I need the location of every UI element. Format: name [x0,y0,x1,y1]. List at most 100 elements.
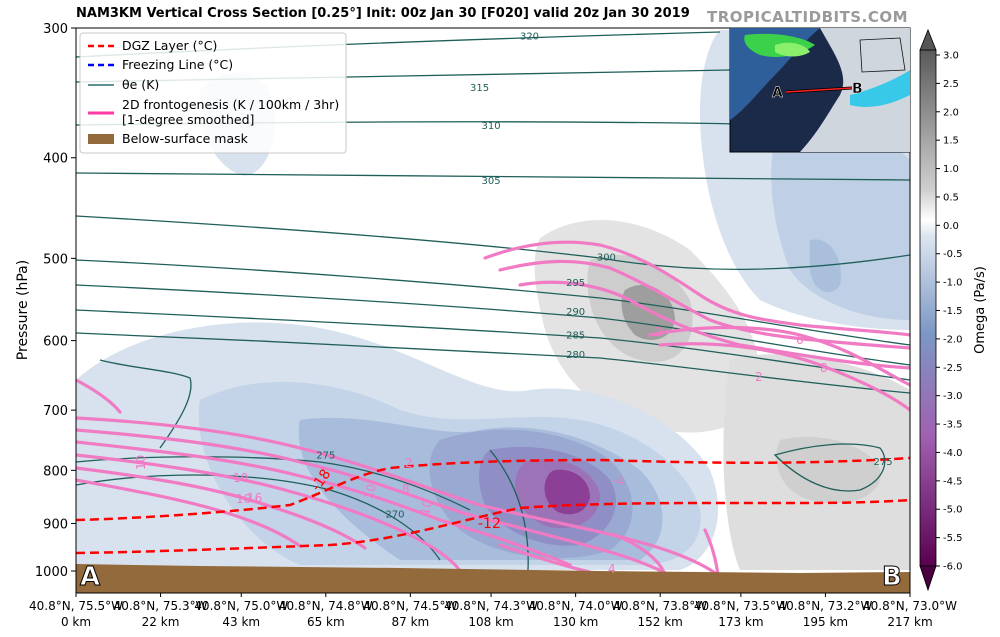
x-tick-distance-label: 43 km [222,615,260,629]
y-axis: 300 400 500 600 700 800 900 1000 [35,22,76,580]
dgz-layer-lines [76,456,910,555]
legend-frontogenesis-sublabel: [1-degree smoothed] [122,112,254,127]
colorbar-tick-label: -1.0 [943,278,963,289]
fgen-label: 4 [608,562,616,576]
x-tick-distance-label: 217 km [887,615,932,629]
colorbar-tick-label: -1.5 [943,306,963,317]
y-tick-label: 600 [43,335,68,350]
y-tick-label: 1000 [35,565,68,580]
x-tick-coord-label: 40.8°N, 73.2°W [778,599,872,613]
legend: DGZ Layer (°C) Freezing Line (°C) θe (K)… [79,32,347,154]
x-tick-coord-label: 40.8°N, 73.8°W [613,599,707,613]
theta-e-labels: 320 315 310 305 300 295 290 285 280 275 270 275 [316,31,893,520]
inset-endpoint-b: B [852,81,863,97]
inset-endpoint-a: A [772,85,783,101]
theta-e-label: 310 [482,121,501,132]
colorbar-tick-label: -3.0 [943,391,963,402]
x-tick-coord-label: 40.8°N, 75.0°W [194,599,288,613]
y-tick-label: 400 [43,152,68,167]
colorbar-tick-label: -2.0 [943,334,963,345]
inset-map: A B [729,27,911,153]
x-tick-distance-label: 87 km [392,615,430,629]
x-tick-coord-label: 40.8°N, 74.0°W [529,599,623,613]
y-tick-label: 500 [43,252,68,267]
colorbar-tick-label: -6.0 [943,562,963,573]
x-tick-coord-label: 40.8°N, 75.5°W [29,599,123,613]
x-tick-distance-label: 173 km [718,615,763,629]
colorbar-top-extend [919,28,937,51]
plot-frame [75,27,911,594]
colorbar-tick-label: 1.0 [943,164,959,175]
colorbar-tick-label: -5.5 [943,533,963,544]
x-tick-coord-label: 40.8°N, 73.0°W [863,599,957,613]
endpoint-b-label: B [882,562,902,592]
x-tick-coord-label: 40.8°N, 74.8°W [279,599,373,613]
theta-e-label: 275 [874,457,893,468]
colorbar: 3.0 2.5 2.0 1.5 1.0 0.5 0.0 -0.5 -1.0 -1.5 -2.0 -2.… [919,28,988,592]
fgen-label: 2 [405,456,413,470]
x-axis: 40.8°N, 75.5°W 0 km 40.8°N, 75.3°W 22 km 40.… [29,593,957,629]
fgen-label: 8 [402,482,410,496]
legend-frontogenesis-label: 2D frontogenesis (K / 100km / 3hr) [122,97,339,112]
theta-e-label: 295 [566,278,585,289]
y-tick-label: 800 [43,464,68,479]
x-tick-coord-label: 40.8°N, 74.3°W [444,599,538,613]
omega-descent-area [776,436,881,504]
x-tick-distance-label: 65 km [307,615,345,629]
chart-title: NAM3KM Vertical Cross Section [0.25°] In… [76,6,690,21]
colorbar-tick-label: 2.0 [943,107,959,118]
theta-e-label: 280 [566,350,585,361]
x-tick-distance-label: 130 km [553,615,598,629]
colorbar-tick-label: -5.0 [943,505,963,516]
colorbar-tick-label: -4.0 [943,448,963,459]
y-tick-label: 900 [43,517,68,532]
theta-e-label: 300 [597,253,616,264]
x-tick-distance-label: 195 km [803,615,848,629]
x-tick-distance-label: 108 km [468,615,513,629]
fgen-label: -4 [612,474,624,488]
colorbar-tick-label: 0.5 [943,192,959,203]
fgen-label: 6 [796,333,804,347]
x-tick-coord-label: 40.8°N, 75.3°W [114,599,208,613]
dgz-label: -12 [478,516,501,532]
frontogenesis-contours [76,240,910,587]
theta-e-label: 275 [316,450,335,461]
theta-e-label: 270 [385,509,404,520]
colorbar-tick-label: -0.5 [943,249,963,260]
fgen-label: 10 [233,471,248,485]
colorbar-tick-label: 1.5 [943,136,959,147]
y-tick-label: 300 [43,22,68,37]
endpoint-a-label: A [80,562,100,592]
colorbar-tick-label: -4.5 [943,476,963,487]
y-tick-label: 700 [43,404,68,419]
y-axis-label: Pressure (hPa) [15,260,31,360]
below-surface-mask [76,564,910,593]
colorbar-tick-label: 3.0 [943,51,959,62]
colorbar-tick-label: 0.0 [943,221,959,232]
fgen-label: 2 [755,370,763,384]
legend-freezing-label: Freezing Line (°C) [122,57,233,72]
omega-ascent-area [771,114,910,320]
legend-dgz-label: DGZ Layer (°C) [122,38,217,53]
x-tick-coord-label: 40.8°N, 73.5°W [694,599,788,613]
omega-ascent-core [544,469,590,515]
fgen-label: 16 [247,491,262,505]
theta-e-label: 285 [566,331,585,342]
colorbar-bottom-extend [919,565,937,592]
frontogenesis-labels: 10 10 10 8 2 10 16 10 4 2 6 8 2 -4 [134,325,828,576]
colorbar-tick-label: 2.5 [943,79,959,90]
x-tick-coord-label: 40.8°N, 74.5°W [363,599,457,613]
x-tick-distance-label: 0 km [61,615,91,629]
fgen-label: 2 [655,325,663,339]
theta-e-label: 315 [470,83,489,94]
x-tick-distance-label: 152 km [638,615,683,629]
legend-theta-e-label: θe (K) [122,77,159,92]
legend-mask-label: Below-surface mask [122,131,249,146]
theta-e-label: 320 [520,31,539,42]
fgen-label: 8 [820,361,828,375]
x-tick-distance-label: 22 km [142,615,180,629]
fgen-label: 10 [134,455,148,470]
fgen-label: 10 [236,492,251,506]
fgen-label: 10 [417,498,434,516]
